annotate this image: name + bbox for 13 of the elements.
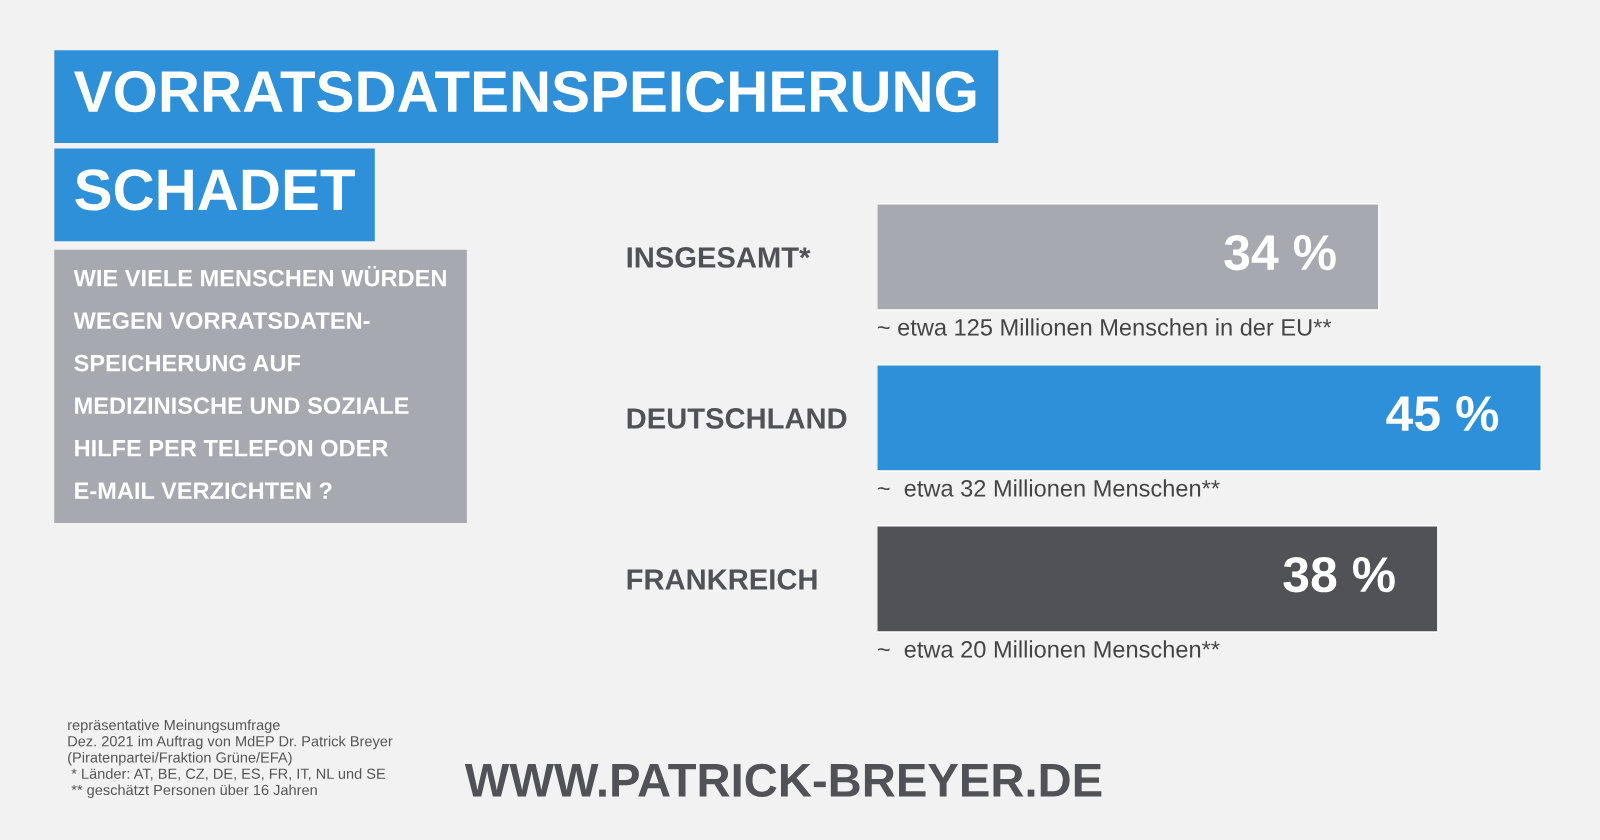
text: WWW.PATRICK-BREYER.DE — [464, 763, 1102, 798]
data-label: 45 % — [1386, 396, 1499, 432]
y-tick-label: INSGESAMT* — [627, 247, 811, 268]
y-tick-label: FRANKREICH — [627, 569, 817, 590]
y-tick-label: DEUTSCHLAND — [627, 408, 847, 429]
annotation: ~ etwa 20 Millionen Menschen** — [877, 640, 1220, 658]
annotation: ~ etwa 125 Millionen Menschen in der EU** — [877, 318, 1332, 336]
data-label: 38 % — [1283, 556, 1395, 593]
annotation: ~ etwa 32 Millionen Menschen** — [877, 479, 1220, 497]
text: repräsentative Meinungsumfrage Dez. 2021 im Auftrag von MdEP Dr. Patrick Breyer (Piratenpartei/Fraktion Grüne/EFA) * Länder: AT, BE, CZ, DE, ES, FR, IT, NL und SE ** geschätzt Personen über 16 Jahren — [68, 719, 393, 798]
text: WIE VIELE MENSCHEN WÜRDEN WEGEN VORRATSDATEN- SPEICHERUNG AUF MEDIZINISCHE UND SOZIALE HILFE PER TELEFON ODER E-MAIL VERZICHTEN ? — [73, 265, 446, 500]
data-label: 34 % — [1224, 234, 1336, 271]
chart-title: VORRATSDATENSPEICHERUNG SCHADET — [74, 70, 976, 211]
